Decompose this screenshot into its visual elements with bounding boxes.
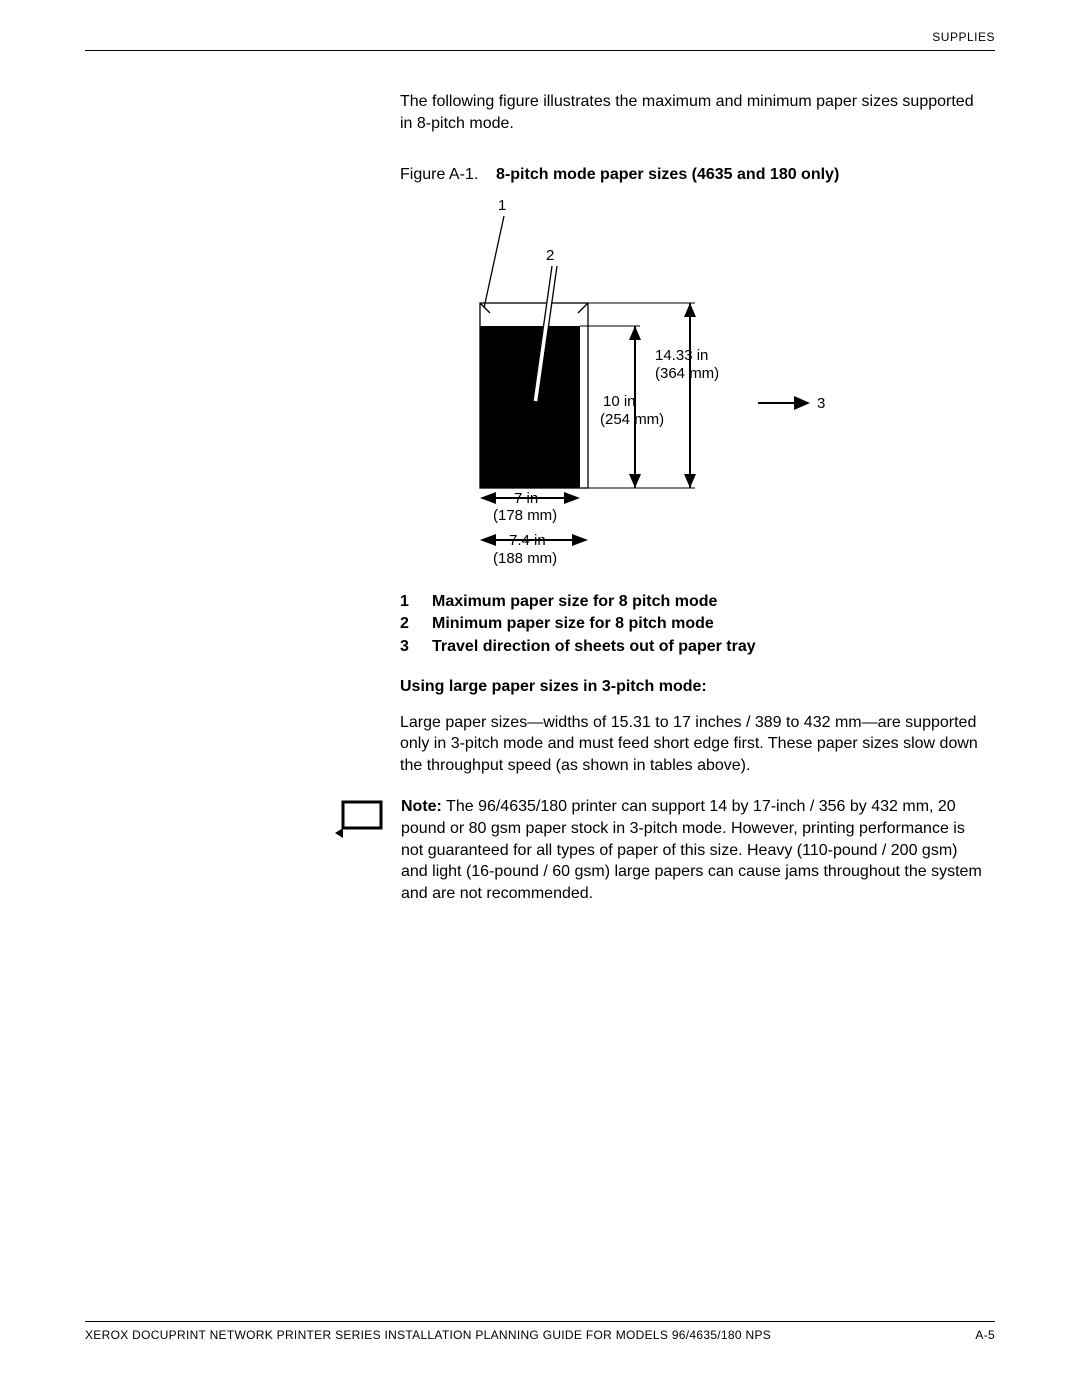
intro-paragraph: The following figure illustrates the max…	[400, 91, 980, 134]
page-footer: XEROX DOCUPRINT NETWORK PRINTER SERIES I…	[85, 1321, 995, 1342]
footer-page-number: A-5	[975, 1328, 995, 1342]
legend-text: Travel direction of sheets out of paper …	[432, 636, 756, 658]
dim-inner-h-mm: (254 mm)	[600, 410, 664, 430]
legend-num: 2	[400, 613, 432, 635]
dim-outer-w-mm: (188 mm)	[493, 549, 557, 569]
legend-item: 1 Maximum paper size for 8 pitch mode	[400, 591, 980, 613]
body-paragraph: Large paper sizes—widths of 15.31 to 17 …	[400, 712, 980, 777]
header-rule	[85, 50, 995, 51]
footer-title: XEROX DOCUPRINT NETWORK PRINTER SERIES I…	[85, 1328, 771, 1342]
note-text: Note: The 96/4635/180 printer can suppor…	[401, 796, 983, 904]
figure-title: 8-pitch mode paper sizes (4635 and 180 o…	[496, 166, 839, 183]
header-section-label: SUPPLIES	[85, 30, 995, 50]
dim-outer-h-mm: (364 mm)	[655, 364, 719, 384]
figure-legend: 1 Maximum paper size for 8 pitch mode 2 …	[400, 591, 980, 658]
subheading: Using large paper sizes in 3-pitch mode:	[400, 676, 980, 698]
note-icon	[333, 798, 385, 851]
figure-number: Figure A-1.	[400, 166, 478, 183]
note-block: Note: The 96/4635/180 printer can suppor…	[333, 796, 983, 904]
legend-text: Maximum paper size for 8 pitch mode	[432, 591, 717, 613]
legend-item: 2 Minimum paper size for 8 pitch mode	[400, 613, 980, 635]
legend-num: 1	[400, 591, 432, 613]
legend-text: Minimum paper size for 8 pitch mode	[432, 613, 714, 635]
legend-item: 3 Travel direction of sheets out of pape…	[400, 636, 980, 658]
figure-caption: Figure A-1. 8-pitch mode paper sizes (46…	[400, 164, 980, 186]
footer-rule	[85, 1321, 995, 1322]
note-label: Note:	[401, 798, 442, 815]
note-body: The 96/4635/180 printer can support 14 b…	[401, 798, 982, 901]
callout-3: 3	[817, 394, 825, 414]
legend-num: 3	[400, 636, 432, 658]
callout-2: 2	[546, 246, 554, 266]
paper-size-diagram: 1 2 3 14.33 in (364 mm) 10 in (254 mm) 7…	[460, 196, 880, 571]
callout-1: 1	[498, 196, 506, 216]
dim-inner-w-mm: (178 mm)	[493, 506, 557, 526]
